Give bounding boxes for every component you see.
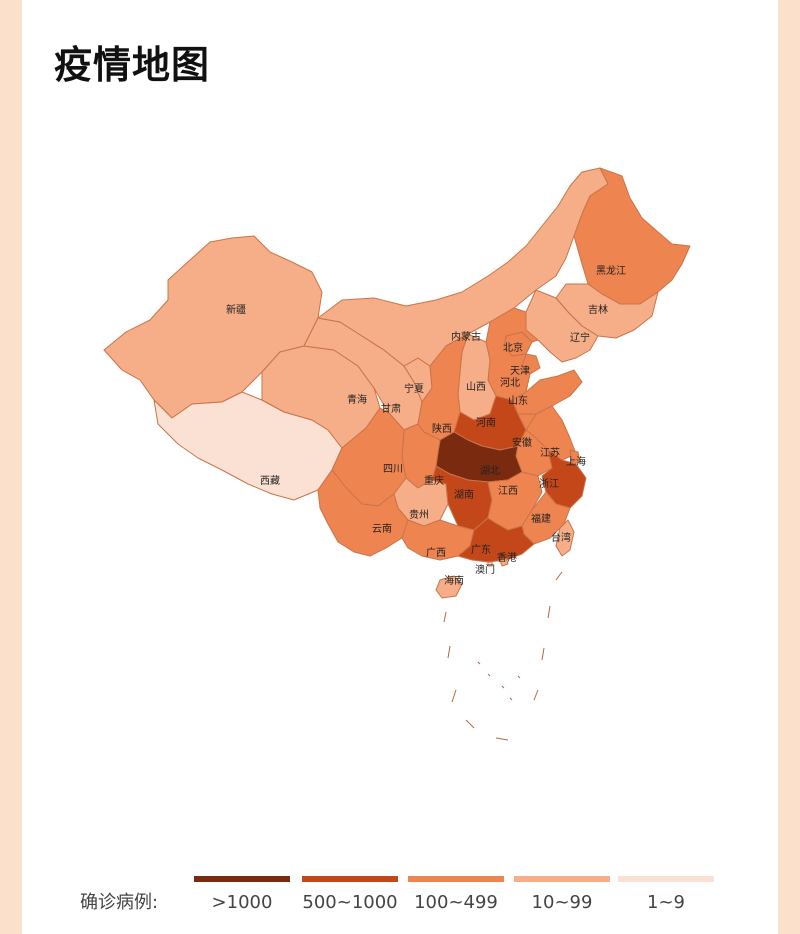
label-jiangxi: 江西	[498, 485, 518, 497]
label-henan: 河南	[476, 416, 496, 429]
legend-label: 1~9	[647, 892, 685, 913]
legend-item-10-99[interactable]: 10~99	[512, 876, 612, 913]
legend: 确诊病例: >1000 500~1000 100~499 10~99 1~9	[22, 872, 778, 922]
label-yunnan: 云南	[372, 522, 392, 535]
label-guangdong: 广东	[471, 543, 491, 556]
label-liaoning: 辽宁	[570, 331, 590, 344]
province-taiwan[interactable]	[555, 519, 575, 557]
province-anhui[interactable]	[515, 413, 553, 477]
legend-swatch	[302, 876, 398, 882]
china-map: 新疆西藏 青海甘肃 宁夏 内蒙古 黑龙江吉林辽宁北京天津 河北 山西山东陕西 河南安徽 江苏 上海…	[22, 0, 778, 934]
legend-swatch	[514, 876, 610, 882]
label-beijing: 北京	[503, 341, 523, 354]
legend-item-1-9[interactable]: 1~9	[616, 876, 716, 913]
province-shanghai[interactable]	[569, 449, 581, 465]
label-fujian: 福建	[531, 512, 551, 525]
label-xizang: 西藏	[260, 475, 280, 487]
province-hainan[interactable]	[435, 575, 463, 599]
label-guizhou: 贵州	[409, 508, 429, 521]
label-hainan: 海南	[444, 574, 464, 587]
legend-item-gt1000[interactable]: >1000	[192, 876, 292, 913]
label-hebei: 河北	[500, 377, 520, 389]
legend-swatch	[194, 876, 290, 882]
label-zhejiang: 浙江	[539, 478, 559, 490]
label-qinghai: 青海	[347, 393, 367, 406]
label-sichuan: 四川	[383, 464, 403, 475]
label-anhui: 安徽	[512, 436, 532, 449]
legend-item-100-499[interactable]: 100~499	[406, 876, 506, 913]
legend-item-500-1000[interactable]: 500~1000	[300, 876, 400, 913]
south-sea-islands	[443, 571, 563, 741]
label-macau: 澳门	[475, 563, 495, 576]
label-shanxi: 山西	[466, 381, 486, 393]
label-jilin: 吉林	[588, 303, 608, 316]
legend-title: 确诊病例:	[80, 892, 159, 913]
legend-label: 10~99	[531, 892, 593, 913]
label-neimenggu: 内蒙古	[451, 330, 481, 343]
legend-swatch	[408, 876, 504, 882]
label-gansu: 甘肃	[381, 402, 401, 415]
label-ningxia: 宁夏	[404, 382, 424, 395]
label-shaanxi: 陕西	[432, 422, 452, 435]
legend-label: 100~499	[414, 892, 498, 913]
label-guangxi: 广西	[426, 547, 446, 559]
province-hongkong[interactable]	[499, 557, 509, 567]
label-jiangsu: 江苏	[540, 446, 560, 459]
label-taiwan: 台湾	[551, 531, 571, 544]
card: 疫情地图	[22, 0, 778, 934]
province-guangdong[interactable]	[457, 517, 535, 563]
label-xinjiang: 新疆	[226, 303, 246, 316]
page-title: 疫情地图	[54, 43, 211, 87]
label-shanghai: 上海	[566, 455, 586, 468]
label-shandong: 山东	[508, 394, 528, 407]
label-heilongjiang: 黑龙江	[596, 264, 626, 277]
label-chongqing: 重庆	[424, 474, 444, 487]
label-hongkong: 香港	[497, 552, 517, 564]
legend-label: 500~1000	[302, 892, 398, 913]
legend-swatch	[618, 876, 714, 882]
label-hunan: 湖南	[454, 488, 474, 501]
province-macau[interactable]	[487, 561, 493, 567]
label-tianjin: 天津	[510, 365, 530, 377]
legend-label: >1000	[211, 892, 273, 913]
label-hubei: 湖北	[480, 465, 500, 477]
